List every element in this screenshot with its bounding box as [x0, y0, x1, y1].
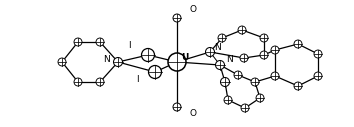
Text: N: N: [103, 55, 110, 65]
Ellipse shape: [96, 38, 104, 46]
Ellipse shape: [58, 58, 66, 66]
Ellipse shape: [314, 72, 322, 80]
Ellipse shape: [294, 82, 302, 90]
Ellipse shape: [224, 96, 232, 104]
Ellipse shape: [241, 104, 249, 112]
Ellipse shape: [314, 50, 322, 58]
Text: U: U: [181, 52, 188, 61]
Ellipse shape: [74, 38, 82, 46]
Text: N: N: [214, 44, 221, 52]
Ellipse shape: [148, 66, 161, 78]
Ellipse shape: [271, 46, 279, 54]
Ellipse shape: [294, 40, 302, 48]
Text: I: I: [136, 75, 139, 83]
Ellipse shape: [173, 103, 181, 111]
Ellipse shape: [216, 60, 224, 69]
Ellipse shape: [256, 94, 264, 102]
Ellipse shape: [260, 34, 268, 42]
Text: O: O: [190, 5, 197, 14]
Ellipse shape: [221, 77, 229, 86]
Text: I: I: [128, 41, 131, 50]
Ellipse shape: [96, 78, 104, 86]
Ellipse shape: [271, 72, 279, 80]
Ellipse shape: [218, 34, 226, 42]
Ellipse shape: [206, 47, 215, 57]
Text: N: N: [226, 55, 233, 65]
Ellipse shape: [168, 53, 186, 71]
Ellipse shape: [173, 14, 181, 22]
Text: O: O: [190, 109, 197, 118]
Ellipse shape: [240, 54, 248, 62]
Ellipse shape: [142, 49, 154, 61]
Ellipse shape: [234, 71, 242, 79]
Ellipse shape: [251, 78, 259, 86]
Ellipse shape: [238, 26, 246, 34]
Ellipse shape: [260, 51, 268, 59]
Ellipse shape: [114, 58, 122, 67]
Ellipse shape: [74, 78, 82, 86]
